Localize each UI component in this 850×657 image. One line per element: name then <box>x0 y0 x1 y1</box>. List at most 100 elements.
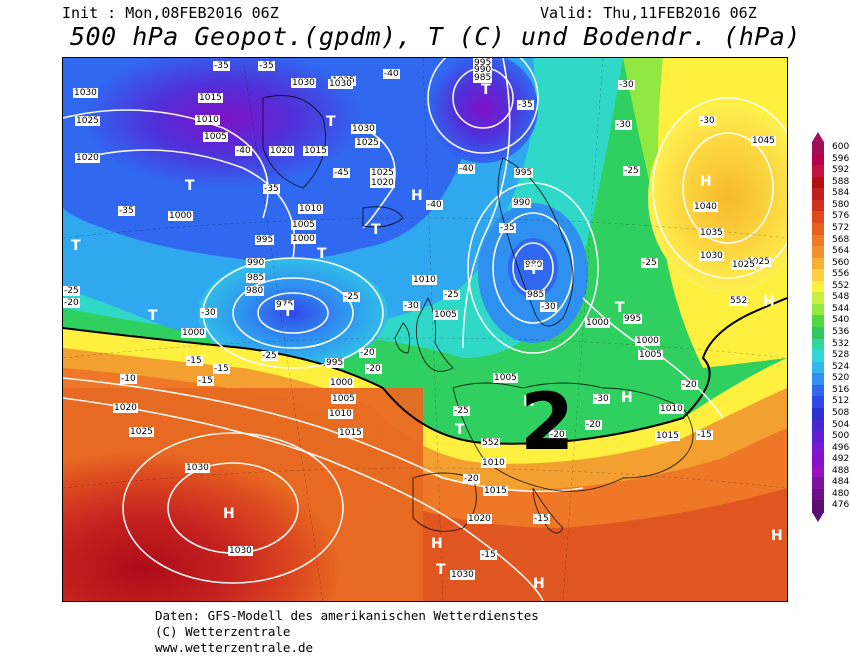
legend-swatch <box>812 303 824 316</box>
isobar-label: 1035 <box>699 228 724 238</box>
legend-label: 572 <box>832 222 850 233</box>
isobar-label: 1005 <box>493 373 518 383</box>
isobar-label: 1000 <box>635 336 660 346</box>
temp-label: -35 <box>118 206 135 216</box>
legend-label: 520 <box>832 373 850 384</box>
contour-552-label: 552 <box>729 296 749 306</box>
temp-label: -20 <box>585 420 602 430</box>
legend-swatch <box>812 292 824 305</box>
legend-label: 492 <box>832 454 850 465</box>
isobar-label: 1015 <box>483 486 508 496</box>
temp-label: -30 <box>699 116 716 126</box>
isobar-label: 1020 <box>467 514 492 524</box>
legend-label: 560 <box>832 257 850 268</box>
legend-label: 576 <box>832 211 850 222</box>
legend-label: 496 <box>832 442 850 453</box>
legend-label: 504 <box>832 419 850 430</box>
temp-label: -20 <box>63 298 80 308</box>
isobar-label: 1015 <box>338 428 363 438</box>
credit-line-copyright: (C) Wetterzentrale <box>155 624 291 639</box>
legend-label: 476 <box>832 500 850 511</box>
temp-label: -35 <box>213 61 230 71</box>
isobar-label: 1010 <box>659 404 684 414</box>
isobar-label: 980 <box>524 260 544 270</box>
legend-swatch <box>812 222 824 235</box>
isobar-label: 975 <box>275 300 295 310</box>
high-center: H <box>431 536 443 552</box>
isobar-label: 1010 <box>298 204 323 214</box>
legend-swatch <box>812 465 824 478</box>
isobar-label: 1030 <box>185 463 210 473</box>
isobar-label: 1025 <box>731 260 756 270</box>
legend-label: 564 <box>832 246 850 257</box>
legend-bar <box>812 142 824 513</box>
isobar-label: 1010 <box>328 409 353 419</box>
legend-swatch <box>812 153 824 166</box>
legend-swatch <box>812 454 824 467</box>
credit-line-url[interactable]: www.wetterzentrale.de <box>155 640 314 655</box>
coastline-iceland <box>362 206 404 228</box>
color-scale-legend: 600 596 592 588 584 580 576 572 568 564 560 556 552 5… <box>812 132 850 524</box>
legend-swatch <box>812 199 824 212</box>
temp-label: -20 <box>549 430 566 440</box>
isobar-label: 1020 <box>75 153 100 163</box>
temp-label: -25 <box>453 406 470 416</box>
map-title: 500 hPa Geopot.(gpdm), T (C) und Bodendr… <box>70 22 801 51</box>
high-center: H <box>411 188 423 204</box>
isobar-label: 990 <box>473 65 493 75</box>
legend-label: 536 <box>832 327 850 337</box>
legend-swatch <box>812 246 824 259</box>
temp-label: -25 <box>623 166 640 176</box>
legend-swatch <box>812 396 824 409</box>
legend-swatch <box>812 361 824 374</box>
isobar-label: 1015 <box>198 93 223 103</box>
isobar-label: 1020 <box>113 403 138 413</box>
high-center: H <box>771 528 783 544</box>
legend-label: 488 <box>832 465 850 476</box>
high-center: H <box>533 576 545 592</box>
legend-swatch <box>812 442 824 455</box>
legend-swatch <box>812 431 824 444</box>
annotation-number: 2 <box>520 378 575 468</box>
weather-map: 1030 1025 1030 1025 1020 1015 1010 1005 … <box>62 57 788 602</box>
legend-label: 568 <box>832 234 850 245</box>
temp-label: -40 <box>235 146 252 156</box>
temp-label: -35 <box>258 61 275 71</box>
legend-swatch <box>812 419 824 432</box>
isobar-label: 995 <box>255 235 275 245</box>
temp-label: -25 <box>343 292 360 302</box>
isobar-label: 1030 <box>291 78 316 88</box>
isobar-label: 1030 <box>328 79 353 89</box>
isobar-label: 985 <box>246 273 266 283</box>
legend-swatch <box>812 500 824 513</box>
legend-label: 588 <box>832 176 850 187</box>
contour-552-label: 552 <box>481 438 501 448</box>
isobar-label: 1015 <box>303 146 328 156</box>
isobar-label: 985 <box>473 73 493 83</box>
legend-label: 556 <box>832 269 850 280</box>
temp-label: -25 <box>261 351 278 361</box>
legend-label: 500 <box>832 431 850 442</box>
legend-label: 580 <box>832 199 850 210</box>
isobar-label: 1020 <box>370 178 395 188</box>
isobar-label: 1005 <box>291 220 316 230</box>
isobar-label: 1030 <box>450 570 475 580</box>
temp-label: -40 <box>458 164 475 174</box>
legend-swatch <box>812 488 824 501</box>
temp-label: -25 <box>443 290 460 300</box>
isobar-label: 1005 <box>203 132 228 142</box>
temp-label: -45 <box>333 168 350 178</box>
isobar-label: 1030 <box>228 546 253 556</box>
legend-label: 584 <box>832 188 850 199</box>
coastline-ireland <box>394 322 411 354</box>
isobar-label: 995 <box>325 358 345 368</box>
temp-label: -10 <box>120 374 137 384</box>
init-time: Init : Mon,08FEB2016 06Z <box>62 4 279 22</box>
temp-label: -15 <box>696 430 713 440</box>
legend-label: 516 <box>832 384 850 395</box>
legend-label: 552 <box>832 280 850 291</box>
coastline-italy <box>532 487 564 534</box>
high-center: H <box>223 506 235 522</box>
legend-swatch <box>812 142 824 155</box>
credits: Daten: GFS-Modell des amerikanischen Wet… <box>155 608 539 656</box>
